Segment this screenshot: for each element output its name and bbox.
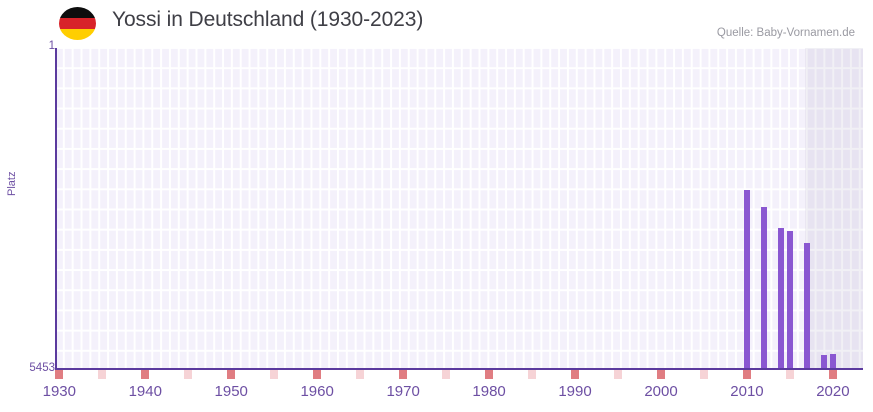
x-axis-tick-2020 — [828, 370, 837, 379]
x-axis-tick-1980 — [484, 370, 493, 379]
x-axis-tick-1975 — [441, 370, 450, 379]
plot-area — [55, 48, 863, 370]
x-axis-tick-1965 — [355, 370, 365, 379]
x-axis-label-1950: 1950 — [214, 383, 248, 400]
chart-header: Yossi in Deutschland (1930-2023) Quelle:… — [0, 0, 873, 46]
x-axis-tick-1940 — [140, 370, 150, 379]
bar-2012[interactable] — [761, 207, 768, 370]
bar-2019[interactable] — [821, 355, 828, 370]
page-title: Yossi in Deutschland (1930-2023) — [112, 8, 424, 31]
x-axis-tick-1990 — [570, 370, 579, 379]
x-axis-label-2000: 2000 — [644, 383, 678, 400]
x-axis-tick-1960 — [312, 370, 322, 379]
bar-2020[interactable] — [829, 353, 836, 370]
x-axis-tick-1945 — [183, 370, 193, 379]
x-axis-tick-1950 — [226, 370, 236, 379]
x-axis-label-1980: 1980 — [472, 383, 506, 400]
bar-2017[interactable] — [804, 242, 811, 370]
y-axis-line — [55, 48, 57, 370]
x-axis-tick-1970 — [398, 370, 408, 379]
x-axis-tick-2005 — [699, 370, 708, 379]
x-axis-tick-1995 — [613, 370, 622, 379]
x-axis-label-1970: 1970 — [386, 383, 420, 400]
x-axis-label-2010: 2010 — [730, 383, 764, 400]
x-axis-label-1930: 1930 — [42, 383, 76, 400]
x-axis-label-2020: 2020 — [816, 383, 850, 400]
x-axis-label-1940: 1940 — [128, 383, 162, 400]
x-axis-tick-2015 — [785, 370, 794, 379]
bar-2010[interactable] — [743, 189, 751, 370]
x-axis-tick-2010 — [742, 370, 751, 379]
y-axis-tick-top: 1 — [48, 40, 55, 52]
x-axis-tick-1930 — [55, 370, 64, 379]
source-attribution: Quelle: Baby-Vornamen.de — [716, 27, 855, 39]
plot-gridlines — [55, 48, 863, 370]
x-axis-tick-1955 — [269, 370, 279, 379]
x-axis-label-1990: 1990 — [558, 383, 592, 400]
x-axis-tick-1985 — [527, 370, 536, 379]
x-axis-tick-1935 — [97, 370, 107, 379]
germany-flag-icon — [59, 7, 96, 40]
x-axis-label-1960: 1960 — [300, 383, 334, 400]
x-axis-line — [55, 368, 863, 370]
bar-2015[interactable] — [786, 231, 794, 370]
y-axis-title: Platz — [6, 171, 18, 196]
x-axis-tick-2000 — [656, 370, 665, 379]
bar-2014[interactable] — [778, 228, 785, 370]
y-axis-tick-bottom: 5453 — [29, 362, 55, 374]
